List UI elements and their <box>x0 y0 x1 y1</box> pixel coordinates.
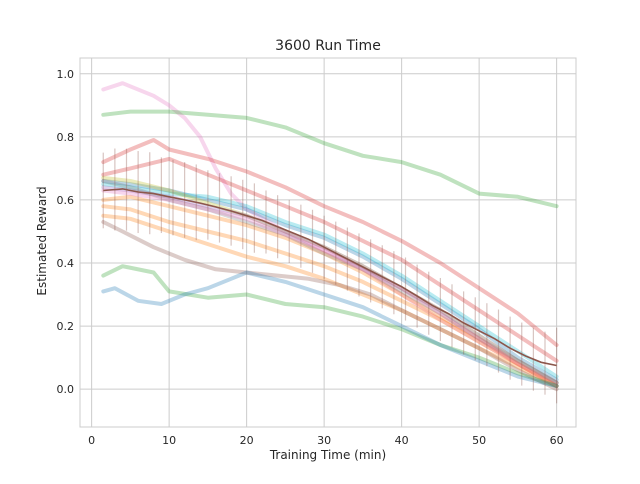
y-tick-label: 0.6 <box>57 194 75 207</box>
run-series-line <box>101 194 559 388</box>
run-series-line <box>101 109 559 209</box>
y-tick-label: 0.2 <box>57 320 75 333</box>
run-series-line <box>101 220 559 392</box>
run-series-line <box>101 264 559 388</box>
run-series-line <box>101 81 559 385</box>
y-tick-label: 0.8 <box>57 131 75 144</box>
x-axis-label: Training Time (min) <box>269 448 386 462</box>
y-axis-label: Estimated Reward <box>35 186 49 295</box>
x-tick-label: 30 <box>317 434 331 447</box>
x-tick-label: 60 <box>550 434 564 447</box>
run-series-line <box>101 182 559 379</box>
mean-series-group <box>103 188 557 367</box>
run-series-line <box>101 213 559 388</box>
y-tick-label: 1.0 <box>57 68 75 81</box>
grid <box>80 58 576 427</box>
x-tick-label: 10 <box>162 434 176 447</box>
run-series-group <box>101 81 559 392</box>
run-series-line <box>101 138 559 347</box>
tick-labels: 0 10 20 30 40 50 60 0.0 0.2 0.4 0.6 0.8 1.0 <box>57 68 564 447</box>
y-tick-label: 0.4 <box>57 257 75 270</box>
run-series-line <box>101 188 559 388</box>
chart-title: 3600 Run Time <box>275 38 381 54</box>
x-tick-label: 40 <box>395 434 409 447</box>
run-series-line <box>101 156 559 363</box>
run-series-line <box>101 204 559 388</box>
x-tick-label: 0 <box>88 434 95 447</box>
y-tick-label: 0.0 <box>57 383 75 396</box>
run-series-line <box>101 270 559 388</box>
x-tick-label: 20 <box>240 434 254 447</box>
x-tick-label: 50 <box>472 434 486 447</box>
run-series-line <box>101 179 559 385</box>
mean-series-line <box>103 188 557 367</box>
plot-frame <box>79 57 577 428</box>
run-series-line <box>101 179 559 382</box>
